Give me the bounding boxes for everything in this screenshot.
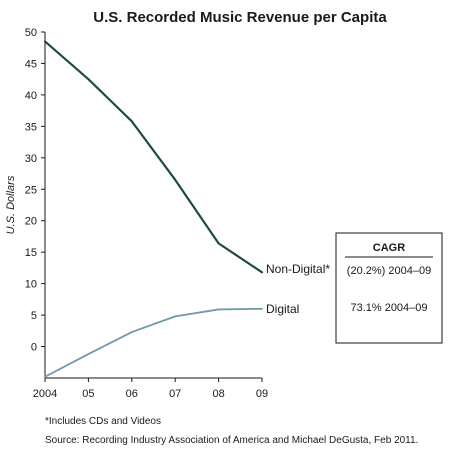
y-tick-label: 25: [25, 184, 37, 196]
y-tick-label: 5: [31, 310, 37, 322]
x-tick-label: 09: [256, 388, 268, 400]
cagr-box: CAGR (20.2%) 2004–09 73.1% 2004–09: [335, 232, 443, 344]
series-line-non-digital: [43, 40, 264, 274]
x-tick-label: 05: [82, 388, 94, 400]
series-lines: [43, 40, 264, 378]
y-tick-label: 0: [31, 342, 37, 354]
series-line-digital: [44, 307, 263, 378]
y-axis-label: U.S. Dollars: [5, 175, 17, 234]
series-label-digital: Digital: [266, 302, 299, 316]
y-tick-label: 30: [25, 153, 37, 165]
y-tick-label: 45: [25, 58, 37, 70]
cagr-digital: 73.1% 2004–09: [350, 302, 427, 314]
y-tick-label: 35: [25, 121, 37, 133]
x-tick-label: 06: [126, 388, 138, 400]
chart-title: U.S. Recorded Music Revenue per Capita: [93, 9, 387, 26]
footnote: *Includes CDs and Videos: [45, 416, 161, 427]
y-tick-label: 15: [25, 247, 37, 259]
y-tick-label: 50: [25, 27, 37, 39]
x-tick-label: 07: [169, 388, 181, 400]
x-tick-label: 2004: [33, 388, 57, 400]
cagr-box-border: [335, 232, 443, 344]
axes: [44, 32, 262, 379]
y-tick-label: 20: [25, 216, 37, 228]
y-tick-label: 40: [25, 90, 37, 102]
cagr-header: CAGR: [373, 242, 405, 254]
cagr-non-digital: (20.2%) 2004–09: [347, 265, 431, 277]
series-label-non-digital: Non-Digital*: [266, 262, 330, 276]
y-ticks: 0 5 10 15 20 25 30 35 40 45 50: [25, 27, 45, 354]
y-tick-label: 10: [25, 279, 37, 291]
x-tick-label: 08: [212, 388, 224, 400]
source-note: Source: Recording Industry Association o…: [45, 435, 418, 446]
x-ticks: 2004 05 06 07 08 09: [33, 378, 268, 400]
